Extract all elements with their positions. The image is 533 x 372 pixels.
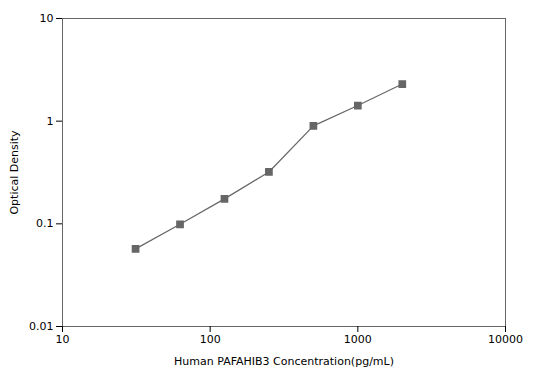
svg-text:10: 10 [56, 333, 70, 346]
svg-text:100: 100 [200, 333, 221, 346]
svg-text:1000: 1000 [344, 333, 372, 346]
svg-text:10000: 10000 [488, 333, 523, 346]
svg-text:Optical Density: Optical Density [8, 130, 21, 215]
svg-text:0.01: 0.01 [29, 320, 54, 333]
svg-text:10: 10 [40, 12, 54, 25]
svg-text:0.1: 0.1 [36, 217, 54, 230]
svg-text:Human PAFAHIB3 Concentration(p: Human PAFAHIB3 Concentration(pg/mL) [174, 355, 394, 368]
svg-text:1: 1 [47, 115, 54, 128]
